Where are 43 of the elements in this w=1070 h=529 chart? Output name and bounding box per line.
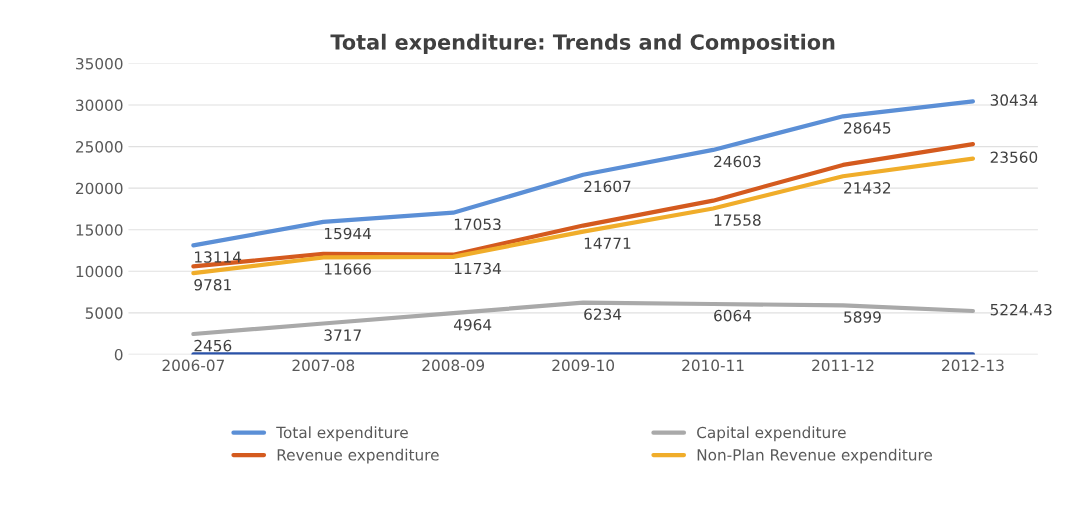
legend-label: Capital expenditure	[697, 426, 846, 442]
data-label: 13114	[195, 251, 242, 263]
x-tick-label: 2012-13	[942, 359, 1004, 372]
y-tick-label: 0	[114, 348, 123, 361]
data-label: 28645	[844, 122, 891, 134]
data-label: 17558	[714, 214, 761, 226]
data-label: 3717	[324, 329, 361, 341]
data-label: 23560	[990, 151, 1038, 164]
legend-label: Revenue expenditure	[277, 448, 439, 464]
data-label: 11666	[324, 263, 371, 275]
data-label: 6064	[714, 309, 752, 322]
y-tick-label: 20000	[76, 182, 123, 195]
x-tick-label: 2007-08	[292, 359, 355, 372]
data-label: 9781	[194, 278, 231, 291]
data-label: 21607	[584, 180, 631, 193]
data-label: 17053	[454, 218, 501, 231]
y-tick-label: 15000	[76, 224, 123, 236]
data-label: 6234	[584, 308, 622, 320]
data-label: 15944	[324, 227, 372, 240]
legend-label: Non-Plan Revenue expenditure	[697, 448, 933, 464]
data-label: 21432	[844, 182, 891, 194]
line-series	[191, 156, 976, 276]
x-tick-label: 2009-10	[552, 359, 615, 372]
data-label: 5899	[844, 311, 881, 323]
data-label: 2456	[194, 339, 232, 352]
data-label: 5224.43	[990, 303, 1052, 316]
chart-title: Total expenditure: Trends and Composition	[330, 33, 835, 54]
x-tick-label: 2008-09	[422, 359, 485, 372]
x-tick-label: 2011-12	[812, 359, 874, 372]
data-label: 30434	[990, 94, 1038, 106]
legend-label: Total expenditure	[276, 426, 408, 442]
x-tick-label: 2006-07	[162, 359, 224, 372]
y-tick-label: 25000	[76, 141, 123, 153]
y-tick-label: 30000	[76, 99, 123, 112]
data-label: 11734	[454, 262, 501, 275]
y-tick-label: 5000	[85, 307, 123, 319]
data-label: 14771	[584, 237, 631, 249]
line-series	[191, 99, 976, 248]
x-tick-label: 2010-11	[682, 359, 744, 372]
data-label: 4964	[453, 318, 492, 331]
y-tick-label: 10000	[76, 265, 123, 278]
y-tick-label: 35000	[76, 57, 123, 70]
data-label: 24603	[714, 155, 761, 168]
